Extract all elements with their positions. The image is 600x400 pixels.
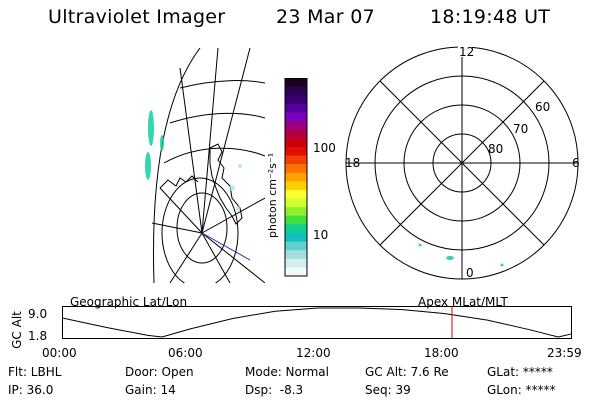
dsp-status: Dsp: -8.3 [245, 383, 304, 397]
mlt-label-18: 18 [345, 156, 360, 170]
colorbar: photon cm⁻²s⁻¹ [266, 78, 308, 277]
colorbar-cell [285, 215, 307, 225]
meridian-line [201, 48, 219, 234]
geographic-label: Geographic Lat/Lon [70, 295, 188, 309]
mlat-label-60: 60 [535, 100, 550, 114]
seq-status: Seq: 39 [365, 383, 411, 397]
label-bg [458, 45, 472, 57]
orbit-plot [62, 306, 573, 339]
meridian-line [201, 232, 231, 283]
colorbar-cell [285, 103, 307, 114]
colorbar-cell [285, 241, 307, 251]
colorbar-cell [285, 78, 307, 88]
date-label: 23 Mar 07 [276, 6, 375, 28]
time-label: 18:19:48 UT [430, 6, 551, 28]
x-tick-2359: 23:59 [547, 346, 582, 360]
x-tick-0000: 00:00 [42, 346, 77, 360]
colorbar-cell [285, 95, 307, 105]
colorbar-cell [285, 267, 307, 277]
colorbar-cell [285, 86, 307, 96]
latitude-line [169, 112, 265, 124]
colorbar-cell [285, 207, 307, 217]
apex-label: Apex MLat/MLT [418, 295, 508, 309]
colorbar-cell [285, 146, 307, 157]
colorbar-cell [285, 172, 307, 182]
aurora-emission [145, 110, 164, 180]
glon-status: GLon: ***** [487, 383, 556, 397]
gain-status: Gain: 14 [125, 383, 176, 397]
orbit-altitude-line [62, 307, 573, 338]
colorbar-cell [285, 138, 307, 148]
colorbar-cell [285, 164, 307, 174]
diffuse-emission [229, 164, 242, 210]
x-tick-0600: 06:00 [168, 346, 203, 360]
arctic-coastline [159, 175, 199, 189]
colorbar-cell [285, 189, 307, 200]
latitude-line [163, 147, 265, 164]
filter-status: Flt: LBHL [8, 365, 62, 379]
colorbar-tick-100: 100 [313, 141, 336, 155]
meridian-line [201, 48, 251, 234]
meridian-line [151, 222, 203, 234]
mlt-label-12: 12 [459, 45, 474, 59]
colorbar-cell [285, 224, 307, 234]
x-tick-1200: 12:00 [296, 346, 331, 360]
colorbar-cell [285, 181, 307, 191]
y-tick-max: 9.0 [28, 307, 48, 321]
mlt-diagonal [379, 80, 545, 246]
mlt-label-0: 0 [466, 266, 474, 280]
colorbar-cell [285, 155, 307, 165]
colorbar-cell [285, 258, 307, 268]
gc-alt-axis-label: GC Alt [9, 311, 24, 349]
colorbar-cell [285, 232, 307, 243]
mlt-label-6: 6 [572, 156, 580, 170]
colorbar-frame [284, 78, 308, 277]
polar-plot: 12 18 6 0 60 70 80 [345, 45, 580, 280]
mode-status: Mode: Normal [245, 365, 329, 379]
earth-limb [153, 48, 201, 283]
door-status: Door: Open [125, 365, 194, 379]
colorbar-cell [285, 112, 307, 122]
orbit-frame [62, 306, 572, 339]
colorbar-tick-10: 10 [313, 228, 329, 242]
meridian-line [201, 232, 265, 283]
meridian-line [159, 187, 203, 234]
mlat-label-70: 70 [513, 122, 528, 136]
mlat-label-80: 80 [488, 142, 503, 156]
colorbar-cell [285, 198, 307, 208]
meridian-line [179, 67, 203, 234]
latitude-line [179, 80, 265, 89]
gc-alt-axis-wrap: GC Alt [8, 311, 24, 349]
glat-status: GLat: ***** [487, 365, 553, 379]
satellite-track [201, 232, 251, 261]
meridian-line [201, 197, 265, 234]
instrument-title: Ultraviolet Imager [48, 6, 226, 28]
meridian-line [169, 232, 203, 283]
latitude-circle [161, 177, 239, 283]
gc-alt-status: GC Alt: 7.6 Re [365, 365, 449, 379]
colorbar-cell [285, 129, 307, 139]
polar-emission [418, 243, 504, 267]
geographic-map [145, 48, 265, 283]
ip-status: IP: 36.0 [8, 383, 54, 397]
colorbar-unit: photon cm⁻²s⁻¹ [266, 153, 279, 238]
x-tick-1800: 18:00 [424, 346, 459, 360]
colorbar-cell [285, 250, 307, 260]
colorbar-cell [285, 121, 307, 131]
y-tick-min: 1.8 [28, 329, 48, 343]
greenland-coastline [209, 143, 243, 225]
